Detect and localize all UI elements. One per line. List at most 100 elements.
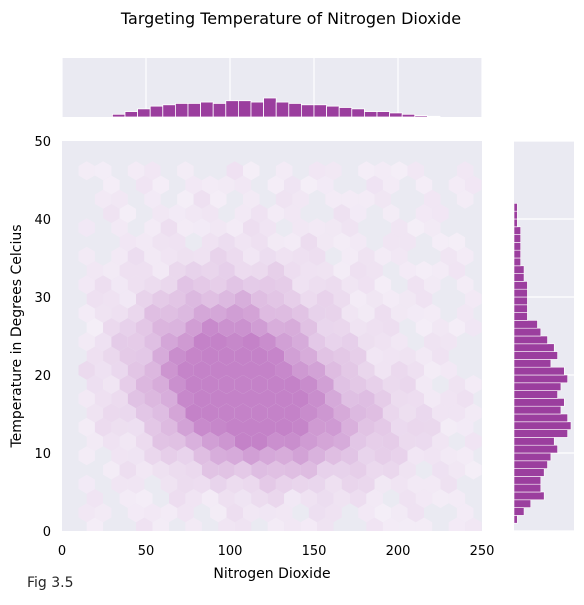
hexbin-cell <box>201 261 219 280</box>
hexbin-cell <box>465 289 482 309</box>
hexbin-cell <box>136 232 153 252</box>
hexbin-plot: 0 50 100 150 200 250 0 10 20 30 40 50 <box>34 135 494 559</box>
hexbin-cell <box>284 261 301 280</box>
hexbin-cell <box>317 289 334 309</box>
hexbin-cell <box>160 417 178 437</box>
hexbin-cell <box>136 460 153 480</box>
x-marginal-bar <box>237 100 252 118</box>
hexbin-cell <box>185 261 202 280</box>
hexbin-cell <box>78 332 95 352</box>
x-marginal-bar <box>124 111 138 118</box>
hexbin-cell <box>78 417 95 437</box>
hexbin-cell <box>267 261 285 280</box>
hexbin-cell <box>136 432 153 451</box>
hexbin-cell <box>300 517 317 531</box>
hexbin-cell <box>424 303 441 323</box>
hexbin-cell <box>317 460 334 480</box>
hexbin-cell <box>382 318 400 337</box>
hexbin-cell <box>399 489 416 508</box>
hexbin-cell <box>325 275 342 295</box>
hexbin-cell <box>350 318 367 337</box>
hexbin-cell <box>152 517 169 531</box>
x-tick-label: 100 <box>218 544 243 559</box>
hexbin-cell <box>94 275 112 295</box>
hexbin-cell <box>317 232 334 252</box>
hexbin-cell <box>119 489 136 508</box>
hexbin-cell <box>210 360 227 380</box>
hexbin-cell <box>119 375 136 394</box>
hexbin-cell <box>193 189 211 209</box>
hexbin-cell <box>234 403 252 423</box>
hexbin-cell <box>292 332 309 352</box>
hexbin-cell <box>391 246 408 266</box>
hexbin-cell <box>226 275 243 295</box>
hexbin-cell <box>366 261 383 280</box>
hexbin-cell <box>103 375 120 394</box>
hexbin-cell <box>243 474 260 494</box>
hexbin-cell <box>399 375 416 394</box>
hexbin-cell <box>111 275 128 295</box>
hexbin-cell <box>169 318 186 337</box>
hexbin-cell <box>407 275 424 295</box>
hexbin-cell <box>201 375 219 394</box>
hexbin-cell <box>374 417 392 437</box>
hexbin-cell <box>111 360 128 380</box>
hexbin-cell <box>119 460 136 480</box>
hexbin-cell <box>234 232 252 252</box>
hexbin-cell <box>177 332 194 352</box>
hexbin-cell <box>169 204 186 223</box>
hexbin-cell <box>317 403 334 423</box>
hexbin-cell <box>424 474 441 494</box>
hexbin-cell <box>193 389 211 409</box>
hexbin-cell <box>111 189 128 209</box>
x-marginal-bar <box>263 97 277 118</box>
hexbin-cell <box>234 432 252 451</box>
hexbin-cell <box>440 389 457 409</box>
hexbin-cell <box>448 517 466 531</box>
hexbin-cell <box>86 517 104 531</box>
hexbin-cell <box>292 474 309 494</box>
y-marginal-bar <box>513 226 522 235</box>
hexbin-cell <box>111 303 128 323</box>
x-marginal-bar <box>225 100 239 118</box>
hexbin-cell <box>341 360 359 380</box>
hexbin-cell <box>333 375 350 394</box>
hexbin-cell <box>144 218 161 238</box>
y-marginal-bar <box>513 234 522 243</box>
hexbin-cell <box>218 432 235 451</box>
y-marginal-bar <box>513 382 562 391</box>
hexbin-cell <box>333 261 350 280</box>
hexbin-cell <box>259 246 276 266</box>
hexbin-cell <box>407 503 424 523</box>
hexbin-cell <box>382 517 400 531</box>
hexbin-cell <box>243 161 260 181</box>
hexbin-cell <box>218 232 235 252</box>
hexbin-cell <box>160 474 178 494</box>
hexbin-cell <box>210 218 227 238</box>
hexbin-cell <box>382 403 400 423</box>
hexbin-cell <box>325 446 342 466</box>
hexbin-cell <box>243 275 260 295</box>
hexbin-cell <box>432 346 449 366</box>
hexbin-cell <box>136 489 153 508</box>
hexbin-cell <box>292 303 309 323</box>
hexbin-cell <box>391 360 408 380</box>
hexbin-cell <box>374 446 392 466</box>
hexbin-cell <box>317 175 334 195</box>
hexbin-cell <box>160 303 178 323</box>
hexbin-cell <box>119 232 136 252</box>
hexbin-cell <box>251 375 268 394</box>
hexbin-cell <box>407 360 424 380</box>
hexbin-cell <box>144 360 161 380</box>
hexbin-cell <box>259 218 276 238</box>
hexbin-cell <box>308 332 326 352</box>
y-marginal-bar <box>513 507 525 516</box>
hexbin-cell <box>78 218 95 238</box>
y-marginal-bar <box>513 312 528 321</box>
hexbin-cell <box>382 289 400 309</box>
hexbin-cell <box>136 289 153 309</box>
hexbin-cell <box>308 503 326 523</box>
hexbin-cell <box>119 318 136 337</box>
hexbin-cell <box>284 175 301 195</box>
